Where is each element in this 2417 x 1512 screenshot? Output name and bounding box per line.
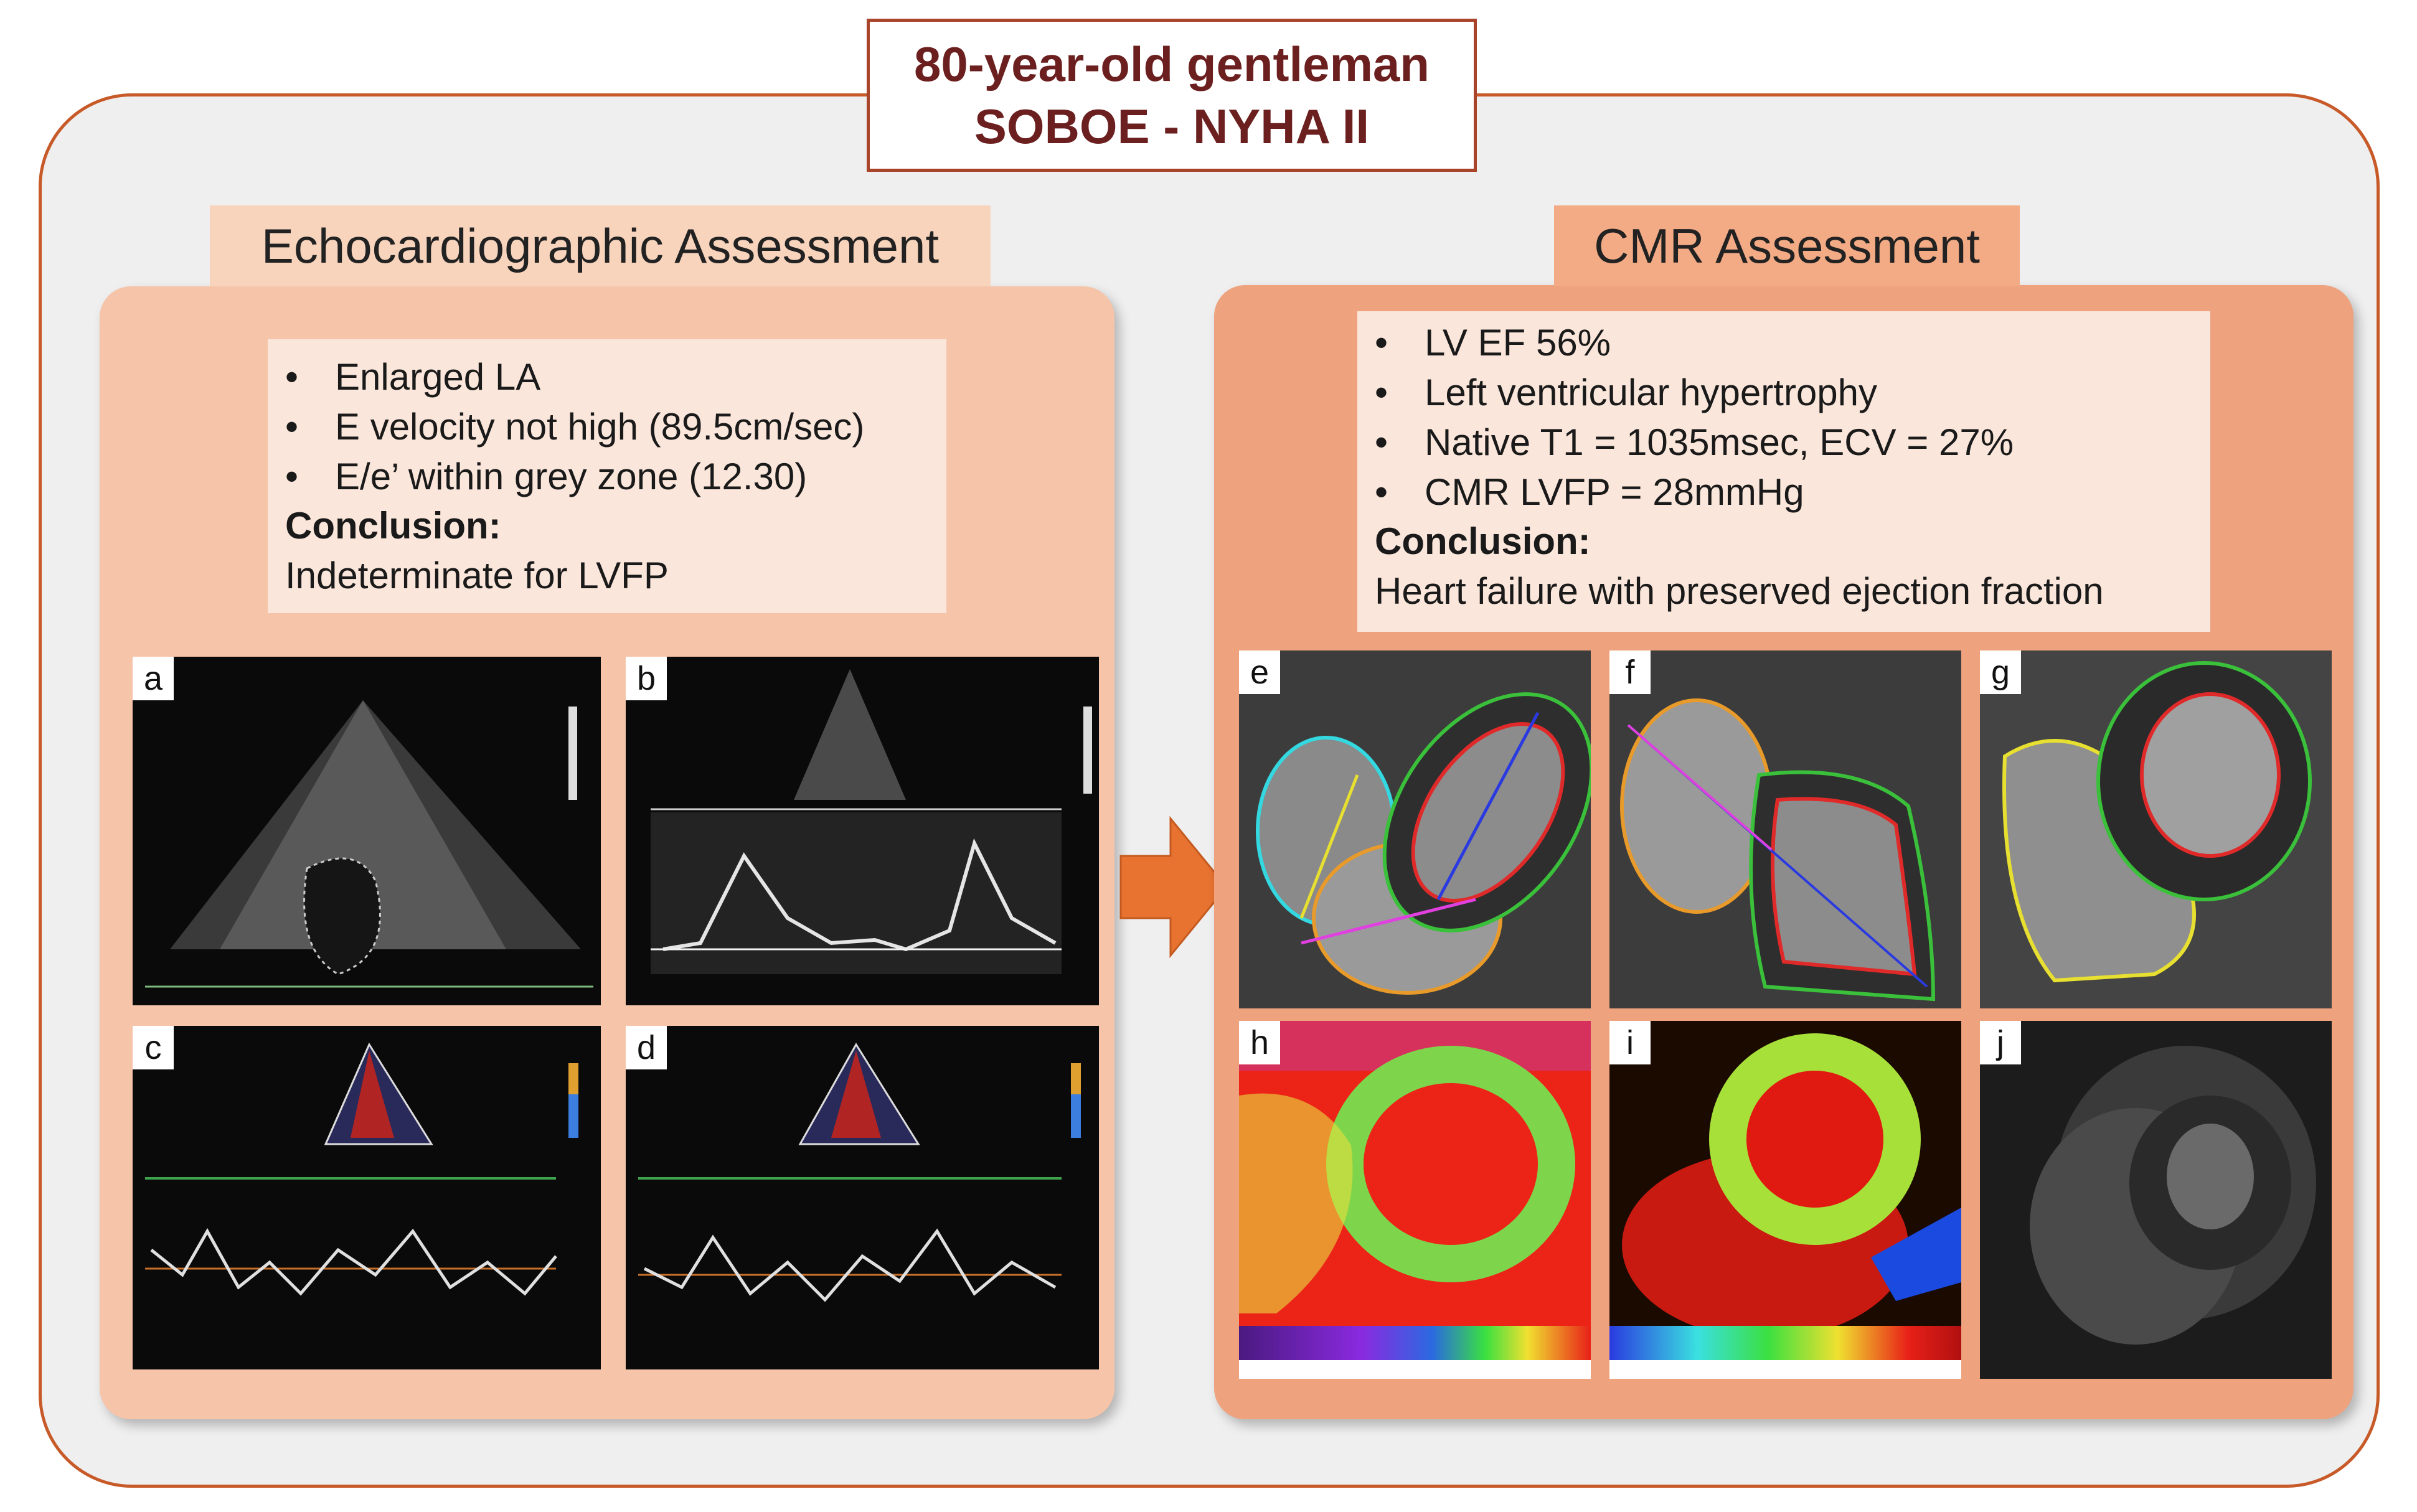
- cmr-j-graphic: [2030, 1046, 2316, 1345]
- panel-label-f: f: [1609, 650, 1651, 694]
- cmr-image-f: f: [1609, 650, 1961, 1008]
- cmr-e-graphic: [1256, 692, 1591, 995]
- panel-label-h: h: [1239, 1021, 1280, 1064]
- cmr-conclusion-label: Conclusion:: [1375, 520, 1591, 562]
- echo-image-d: d: [626, 1026, 1099, 1369]
- echo-bullet-3: • E/e’ within grey zone (12.30): [285, 455, 808, 497]
- panel-label-e: e: [1239, 650, 1280, 694]
- echo-conclusion-text: Indeterminate for LVFP: [285, 555, 669, 596]
- cmr-bullet-3: • Native T1 = 1035msec, ECV = 27%: [1375, 421, 2014, 463]
- echo-a-graphic: [145, 700, 593, 988]
- echo-b-graphic: [651, 669, 1092, 974]
- cmr-conclusion-text: Heart failure with preserved ejection fr…: [1375, 570, 2104, 612]
- cmr-h-graphic: [1239, 1021, 1591, 1379]
- cmr-g-graphic: [2002, 661, 2312, 983]
- panel-label-j: j: [1980, 1021, 2021, 1064]
- echo-header: Echocardiographic Assessment: [210, 205, 991, 286]
- title-box: 80-year-old gentleman SOBOE - NYHA II: [867, 19, 1477, 172]
- echo-c-graphic: [145, 1042, 578, 1296]
- panel-label-i: i: [1609, 1021, 1651, 1064]
- panel-label-g: g: [1980, 650, 2021, 694]
- panel-label-c: c: [133, 1026, 174, 1069]
- cmr-summary: • LV EF 56% • Left ventricular hypertrop…: [1357, 311, 2210, 632]
- echo-conclusion-label: Conclusion:: [285, 505, 501, 547]
- panel-label-a: a: [133, 657, 174, 700]
- echo-bullet-1: • Enlarged LA: [285, 355, 541, 398]
- right-arrow-icon: [1119, 815, 1228, 959]
- echo-d-graphic: [638, 1043, 1081, 1302]
- echo-summary: • Enlarged LA • E velocity not high (89.…: [268, 339, 946, 613]
- cmr-image-g: g: [1980, 650, 2332, 1008]
- cmr-bullet-4: • CMR LVFP = 28mmHg: [1375, 471, 1804, 513]
- cmr-image-e: e: [1239, 650, 1591, 1008]
- echo-image-b: b: [626, 657, 1099, 1005]
- cmr-image-h: h: [1239, 1021, 1591, 1379]
- cmr-bullet-1: • LV EF 56%: [1375, 321, 1611, 364]
- echo-image-c: c: [133, 1026, 601, 1369]
- cmr-i-graphic: [1609, 1021, 1961, 1379]
- cmr-f-graphic: [1620, 698, 1936, 1002]
- echo-image-a: a: [133, 657, 601, 1005]
- title-line-1: 80-year-old gentleman: [914, 37, 1430, 92]
- cmr-image-j: j: [1980, 1021, 2332, 1379]
- cmr-image-i: i: [1609, 1021, 1961, 1379]
- echo-bullet-2: • E velocity not high (89.5cm/sec): [285, 405, 865, 448]
- panel-label-d: d: [626, 1026, 667, 1069]
- title-line-2: SOBOE - NYHA II: [974, 99, 1370, 154]
- cmr-bullet-2: • Left ventricular hypertrophy: [1375, 371, 1878, 413]
- panel-label-b: b: [626, 657, 667, 700]
- cmr-header: CMR Assessment: [1554, 205, 2020, 286]
